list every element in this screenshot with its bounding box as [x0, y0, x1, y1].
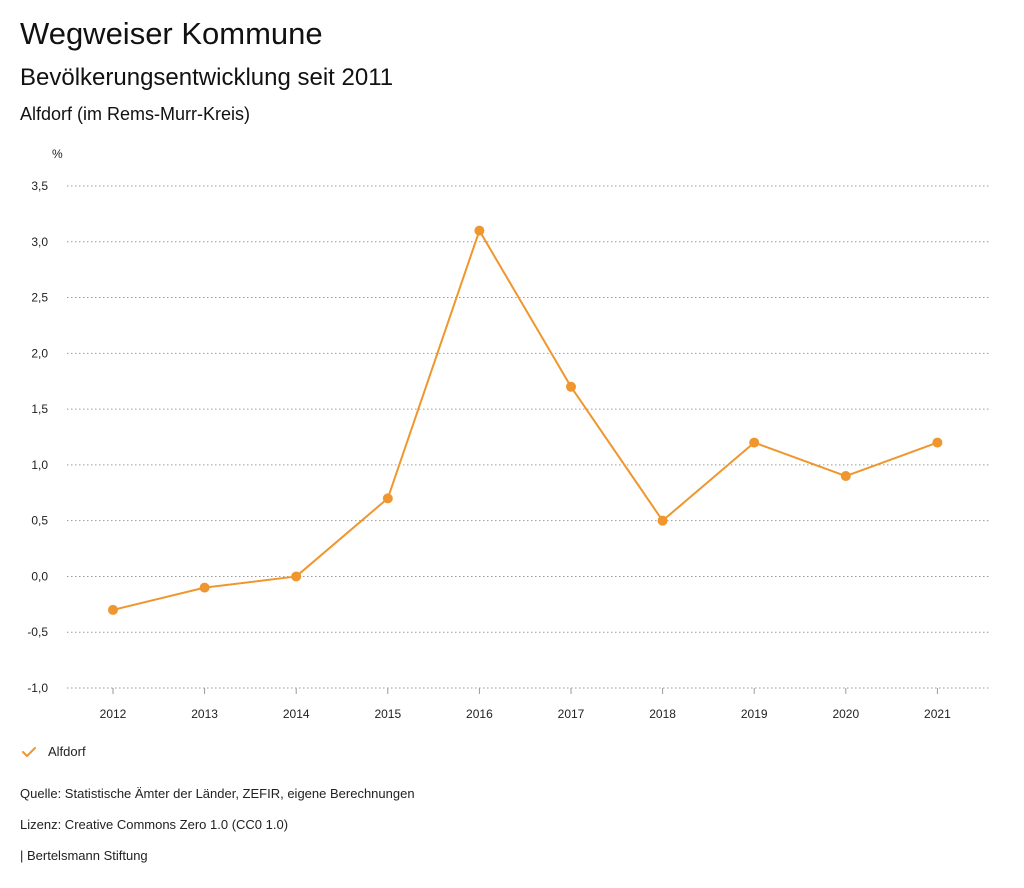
y-tick-label: 0,0 — [31, 569, 48, 583]
data-point — [199, 582, 210, 593]
y-tick-label: 0,5 — [31, 514, 48, 528]
x-tick-label: 2013 — [191, 707, 218, 721]
y-tick-label: -1,0 — [27, 681, 48, 695]
data-point — [566, 381, 576, 392]
x-tick-label: 2014 — [283, 707, 310, 721]
line-chart: % -1,0 -0,5 0,0 0,5 1,0 1,5 2,0 2,5 3,0 3,5 2012 201… — [27, 147, 990, 721]
data-point — [382, 493, 393, 504]
page-title: Wegweiser Kommune — [20, 16, 323, 51]
license-note: Lizenz: Creative Commons Zero 1.0 (CC0 1… — [20, 817, 289, 832]
y-tick-label: -0,5 — [27, 625, 48, 639]
y-tick-label: 1,0 — [31, 458, 48, 472]
data-point — [108, 604, 118, 615]
y-tick-label: 2,5 — [31, 291, 48, 305]
data-point — [840, 471, 851, 482]
brand-note: | Bertelsmann Stiftung — [20, 848, 148, 863]
y-tick-label: 3,0 — [31, 235, 48, 249]
data-point — [474, 225, 485, 236]
legend-item-alfdorf: Alfdorf — [48, 744, 86, 759]
data-point — [657, 515, 668, 526]
source-note: Quelle: Statistische Ämter der Länder, Z… — [20, 786, 415, 801]
check-icon — [22, 746, 36, 757]
chart-subtitle: Bevölkerungsentwicklung seit 2011 — [20, 64, 394, 91]
data-point — [749, 437, 760, 448]
x-tick-label: 2015 — [374, 707, 401, 721]
series-line-alfdorf — [112, 229, 938, 611]
legend[interactable]: Alfdorf — [22, 744, 86, 759]
x-tick-label: 2020 — [832, 707, 859, 721]
x-tick-label: 2017 — [558, 707, 585, 721]
region-label: Alfdorf (im Rems-Murr-Kreis) — [20, 104, 251, 124]
y-tick-label: 3,5 — [31, 179, 48, 193]
y-tick-label: 1,5 — [31, 402, 48, 416]
y-tick-label: 2,0 — [31, 346, 48, 360]
y-axis-unit-label: % — [52, 147, 63, 161]
x-tick-label: 2019 — [741, 707, 768, 721]
data-point — [932, 437, 943, 448]
x-tick-label: 2021 — [924, 707, 951, 721]
x-tick-label: 2012 — [100, 707, 127, 721]
data-point — [291, 571, 302, 582]
x-tick-label: 2016 — [466, 707, 493, 721]
x-tick-label: 2018 — [649, 707, 676, 721]
